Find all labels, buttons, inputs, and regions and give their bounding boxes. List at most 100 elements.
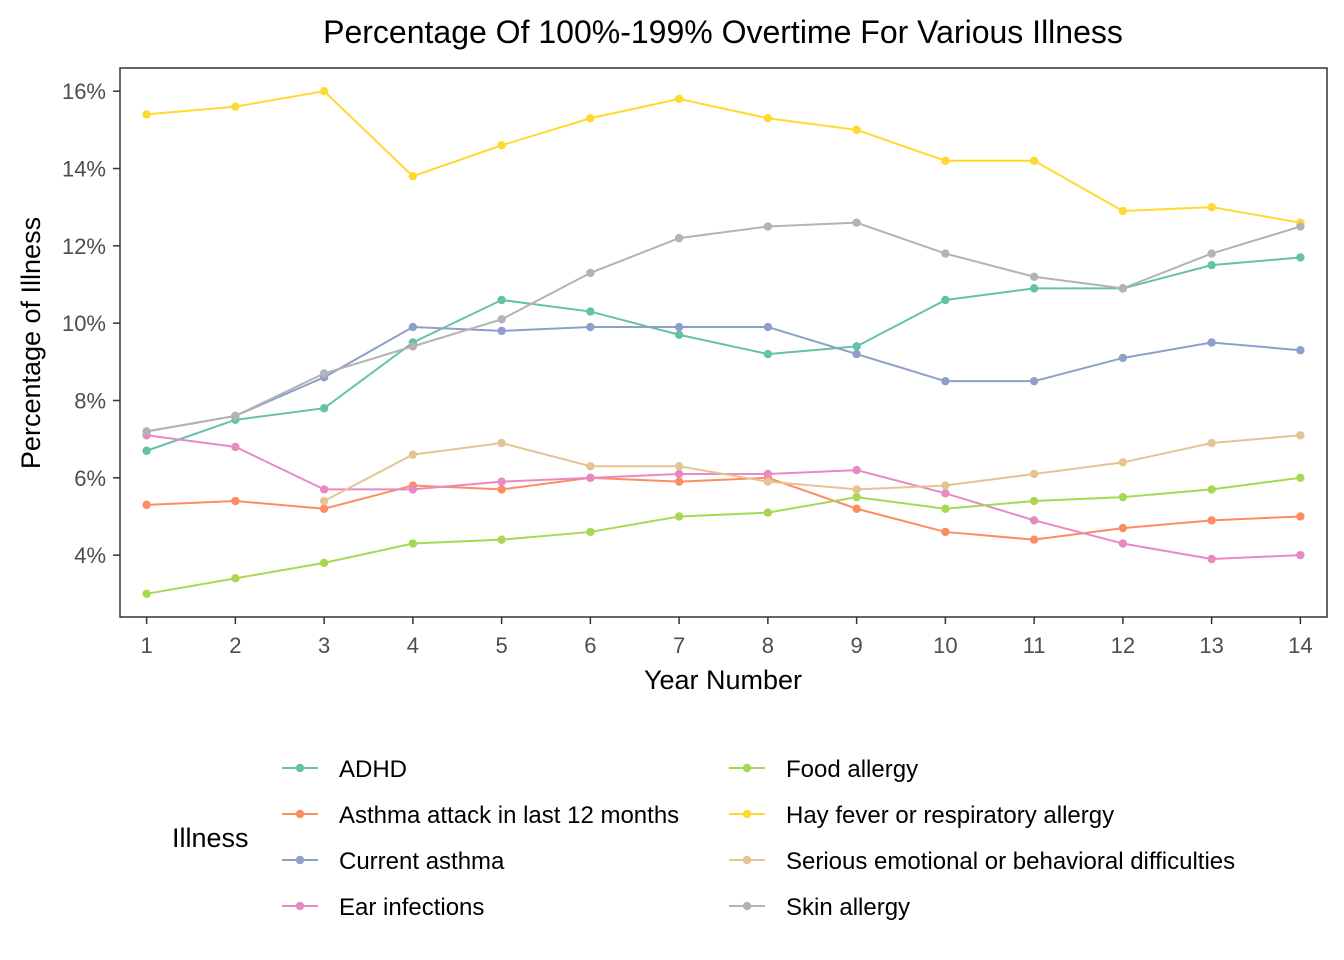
legend-item: Hay fever or respiratory allergy bbox=[729, 802, 1114, 829]
data-point bbox=[1296, 346, 1305, 355]
data-point bbox=[319, 86, 329, 96]
data-point bbox=[852, 218, 861, 227]
x-axis-label: Year Number bbox=[644, 665, 802, 695]
data-point bbox=[1118, 458, 1128, 467]
data-point bbox=[852, 504, 861, 513]
legend-key-point bbox=[295, 855, 305, 865]
data-point bbox=[674, 94, 684, 104]
data-point bbox=[1029, 496, 1039, 506]
x-tick-label: 3 bbox=[318, 633, 330, 658]
legend-key-point bbox=[295, 763, 305, 773]
x-tick-label: 10 bbox=[933, 633, 957, 658]
data-point bbox=[941, 489, 950, 498]
data-point bbox=[1296, 473, 1305, 483]
x-tick-label: 5 bbox=[496, 633, 508, 658]
legend-label: Food allergy bbox=[786, 756, 918, 783]
data-point bbox=[852, 485, 861, 494]
legend-label: Ear infections bbox=[339, 894, 484, 921]
x-axis: 1 2 3 4 5 6 7 8 9 10 11 12 13 14 bbox=[141, 617, 1313, 658]
data-point bbox=[1029, 284, 1039, 293]
data-point bbox=[142, 500, 151, 510]
data-point bbox=[586, 527, 595, 537]
chart-title: Percentage Of 100%-199% Overtime For Var… bbox=[323, 14, 1123, 50]
data-point bbox=[1029, 156, 1039, 165]
data-point bbox=[1207, 485, 1216, 494]
legend-label: Asthma attack in last 12 months bbox=[339, 802, 679, 829]
data-point bbox=[231, 411, 240, 421]
data-point bbox=[852, 342, 861, 351]
data-point bbox=[763, 469, 773, 479]
x-tick-label: 1 bbox=[141, 633, 153, 658]
y-tick-label: 4% bbox=[74, 543, 106, 568]
data-point bbox=[674, 233, 684, 243]
data-point bbox=[586, 268, 595, 278]
legend: Illness ADHD Asthma attack in last 12 mon… bbox=[172, 756, 1235, 921]
data-point bbox=[1207, 438, 1216, 448]
data-point bbox=[1118, 353, 1128, 363]
y-tick-label: 12% bbox=[62, 234, 106, 259]
y-axis: 4% 6% 8% 10% 12% 14% 16% bbox=[62, 79, 120, 568]
data-point bbox=[1118, 523, 1128, 533]
legend-title: Illness bbox=[172, 823, 249, 853]
data-point bbox=[231, 102, 240, 111]
data-point bbox=[1118, 284, 1128, 293]
data-point bbox=[674, 462, 684, 471]
legend-item: Skin allergy bbox=[729, 894, 910, 921]
data-point bbox=[941, 376, 950, 386]
data-point bbox=[319, 404, 329, 413]
y-tick-label: 16% bbox=[62, 79, 106, 104]
series-line bbox=[146, 476, 1301, 595]
data-point bbox=[1296, 431, 1305, 440]
legend-key-point bbox=[742, 809, 752, 819]
legend-key-point bbox=[742, 901, 752, 911]
data-point bbox=[586, 322, 595, 332]
data-point bbox=[497, 485, 506, 494]
legend-label: ADHD bbox=[339, 756, 407, 783]
data-point bbox=[1029, 516, 1039, 525]
data-point bbox=[408, 322, 418, 332]
data-point bbox=[763, 349, 773, 359]
data-point bbox=[586, 462, 595, 471]
series-line bbox=[146, 476, 1301, 541]
data-point bbox=[1029, 535, 1039, 544]
data-point bbox=[941, 504, 950, 513]
data-point bbox=[1296, 222, 1305, 231]
data-point bbox=[497, 535, 506, 544]
series-hay-fever-or-respiratory-allergy bbox=[142, 86, 1305, 227]
data-point bbox=[408, 450, 418, 459]
y-tick-label: 14% bbox=[62, 157, 106, 182]
data-point bbox=[674, 469, 684, 479]
data-point bbox=[1207, 260, 1216, 270]
data-point bbox=[142, 427, 151, 436]
y-tick-label: 10% bbox=[62, 311, 106, 336]
data-point bbox=[142, 446, 151, 455]
data-point bbox=[674, 512, 684, 521]
data-point bbox=[941, 481, 950, 490]
data-point bbox=[763, 114, 773, 123]
legend-key-point bbox=[742, 855, 752, 865]
legend-item: Asthma attack in last 12 months bbox=[282, 802, 679, 829]
legend-label: Current asthma bbox=[339, 848, 505, 875]
data-point bbox=[852, 492, 861, 502]
data-point bbox=[1207, 249, 1216, 258]
data-point bbox=[1296, 550, 1305, 560]
series-line bbox=[146, 90, 1301, 224]
data-point bbox=[231, 574, 240, 583]
data-point bbox=[1118, 492, 1128, 502]
data-point bbox=[852, 465, 861, 475]
data-point bbox=[408, 539, 418, 548]
legend-key-point bbox=[742, 763, 752, 773]
data-point bbox=[674, 330, 684, 339]
data-point bbox=[674, 322, 684, 332]
data-point bbox=[231, 496, 240, 506]
x-tick-label: 9 bbox=[851, 633, 863, 658]
series-food-allergy bbox=[142, 473, 1305, 599]
data-point bbox=[763, 322, 773, 332]
legend-item: Current asthma bbox=[282, 848, 505, 875]
data-point bbox=[319, 485, 329, 494]
series-line bbox=[146, 221, 1301, 433]
data-point bbox=[1207, 338, 1216, 347]
data-point bbox=[1207, 202, 1216, 212]
data-point bbox=[319, 496, 329, 506]
